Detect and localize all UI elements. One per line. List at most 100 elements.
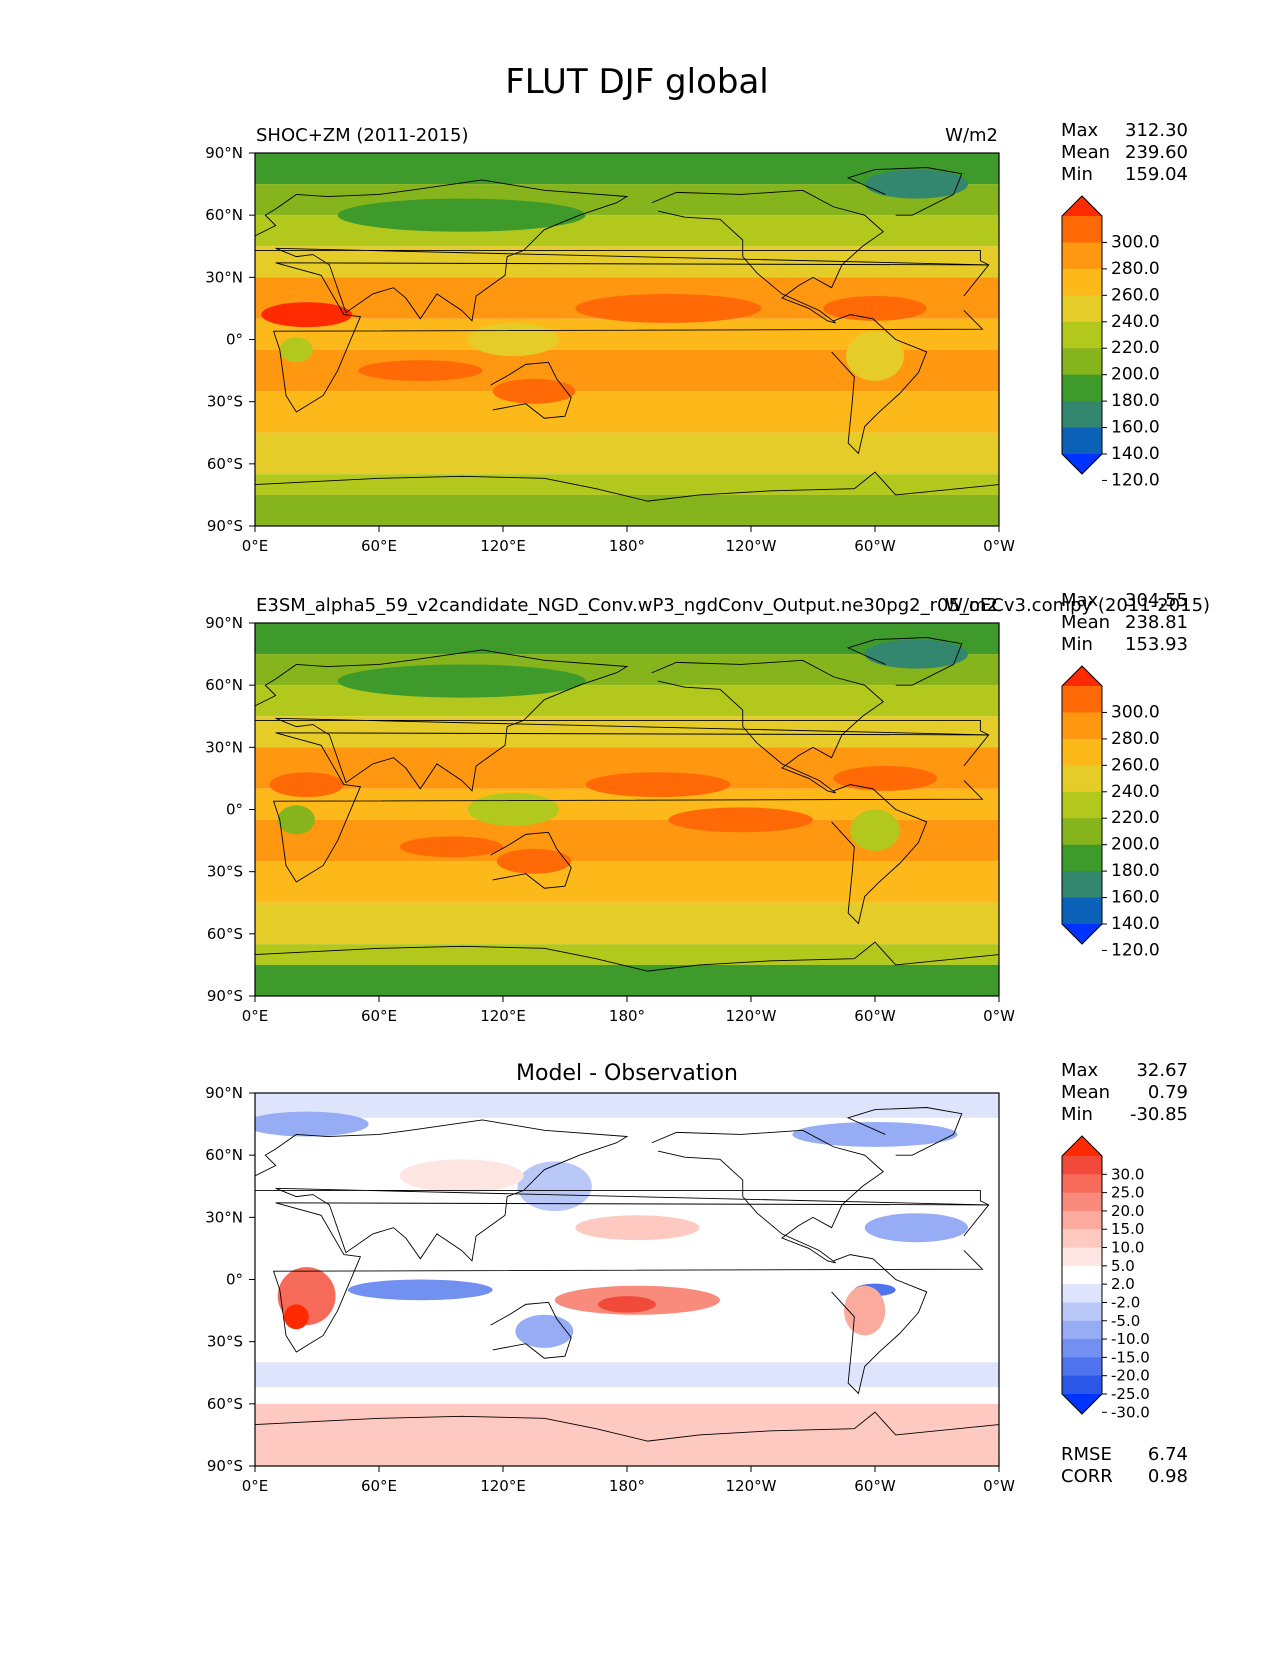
panel-3-mean-label: Mean (1061, 1082, 1110, 1103)
colorbar-segment (1062, 897, 1102, 925)
coastlines (255, 167, 999, 502)
x-tick-label: 0°W (983, 1477, 1015, 1495)
corr-label: CORR (1061, 1466, 1113, 1487)
contour-band (255, 964, 999, 996)
panel-3-plot (255, 1093, 999, 1466)
panel-3-metrics: RMSE 6.74 CORR 0.98 (1061, 1444, 1188, 1487)
contour-region (492, 378, 576, 404)
colorbar-tick-label: -2.0 (1111, 1293, 1140, 1311)
colorbar-segment (1062, 1174, 1102, 1194)
colorbar-tick-label: 200.0 (1111, 835, 1160, 855)
contour-region (496, 848, 572, 874)
contour-region (277, 805, 315, 835)
panel-2-stats: Max 304.55 Mean 238.81 Min 153.93 (1061, 590, 1188, 655)
contour-band (255, 432, 999, 475)
x-tick-label: 60°E (361, 1007, 397, 1025)
panel-1-plot (255, 153, 999, 526)
contour-region (261, 302, 353, 328)
colorbar-segment (1062, 871, 1102, 899)
contour-band (255, 494, 999, 526)
x-tick-label: 60°W (854, 537, 896, 555)
y-tick-label: 90°N (205, 144, 243, 162)
colorbar-tick-label: 140.0 (1111, 444, 1160, 464)
contour-region (850, 809, 900, 851)
contour-region (792, 1122, 958, 1147)
panel-1: SHOC+ZM (2011-2015) W/m2 0°E 60°E 120°E 180… (205, 120, 1188, 555)
contour-region (823, 295, 927, 321)
contour-band (255, 861, 999, 903)
panel-1-colorbar: 300.0 280.0 260.0 240.0 220.0 200.0 180.0 160.0… (1061, 195, 1160, 490)
contour-region (585, 772, 731, 798)
colorbar-segment (1062, 1229, 1102, 1249)
contour-band (255, 1403, 999, 1429)
colorbar-segment (1062, 401, 1102, 429)
contour-band (255, 1387, 999, 1404)
colorbar-tick-label: 260.0 (1111, 755, 1160, 775)
colorbar-tick-label: 30.0 (1111, 1165, 1144, 1183)
x-tick-label: 120°E (480, 537, 526, 555)
x-tick-label: 0°E (242, 537, 269, 555)
colorbar-segment (1062, 268, 1102, 296)
y-tick-label: 90°N (205, 1084, 243, 1102)
y-tick-label: 90°S (207, 1457, 243, 1475)
y-tick-label: 30°N (205, 738, 243, 756)
contour-region (864, 1213, 968, 1243)
panel-3-stats: Max 32.67 Mean 0.79 Min -30.85 (1061, 1060, 1188, 1125)
colorbar-tick-label: 10.0 (1111, 1239, 1144, 1257)
colorbar-tick-label: 260.0 (1111, 285, 1160, 305)
panel-2: E3SM_alpha5_59_v2candidate_NGD_Conv.wP3_… (205, 590, 1210, 1025)
x-tick-label: 180° (609, 1007, 645, 1025)
colorbar-segment (1062, 686, 1102, 713)
x-tick-label: 60°E (361, 1477, 397, 1495)
x-tick-label: 0°E (242, 1007, 269, 1025)
contour-band (255, 1428, 999, 1466)
colorbar-segment (1062, 1339, 1102, 1358)
colorbar-segment (1062, 321, 1102, 349)
contour-region (255, 1111, 369, 1137)
contour-region (668, 807, 814, 833)
colorbar-segment (1062, 1265, 1102, 1285)
colorbar-segment (1062, 374, 1102, 402)
coastlines (255, 1107, 999, 1442)
colorbar-tick-label: 25.0 (1111, 1184, 1144, 1202)
panel-1-mean: 239.60 (1125, 142, 1188, 163)
colorbar-tick-label: 220.0 (1111, 808, 1160, 828)
contour-region (833, 765, 937, 791)
y-tick-label: 60°N (205, 206, 243, 224)
panel-2-max: 304.55 (1125, 590, 1188, 611)
panel-3-max: 32.67 (1136, 1060, 1188, 1081)
y-tick-label: 60°N (205, 676, 243, 694)
contour-band (255, 474, 999, 495)
contour-region (283, 1304, 309, 1330)
y-tick-label: 30°N (205, 1208, 243, 1226)
panel-2-mean: 238.81 (1125, 612, 1188, 633)
colorbar-extend-min (1062, 454, 1102, 474)
panel-3-min: -30.85 (1130, 1104, 1188, 1125)
colorbar-segment (1062, 216, 1102, 243)
colorbar-segment (1062, 1210, 1102, 1230)
colorbar-tick-label: 140.0 (1111, 914, 1160, 934)
contour-band (255, 1093, 999, 1118)
colorbar-tick-label: -5.0 (1111, 1312, 1140, 1330)
rmse-value: 6.74 (1148, 1444, 1188, 1465)
panel-1-min: 159.04 (1125, 164, 1188, 185)
x-tick-label: 0°W (983, 537, 1015, 555)
x-tick-label: 60°E (361, 537, 397, 555)
x-tick-label: 180° (609, 537, 645, 555)
x-tick-label: 120°E (480, 1477, 526, 1495)
panel-3-max-label: Max (1061, 1060, 1099, 1081)
colorbar-tick-label: 240.0 (1111, 312, 1160, 332)
y-tick-label: 0° (226, 331, 243, 349)
x-tick-label: 120°W (726, 1477, 777, 1495)
x-tick-label: 0°W (983, 1007, 1015, 1025)
y-tick-label: 30°N (205, 268, 243, 286)
panel-3: Model - Observation 0°E 60°E 120°E 180° 120°… (205, 1060, 1188, 1495)
y-tick-label: 30°S (207, 863, 243, 881)
colorbar-segment (1062, 295, 1102, 323)
corr-value: 0.98 (1148, 1466, 1188, 1487)
colorbar-segment (1062, 791, 1102, 819)
panel-3-min-label: Min (1061, 1104, 1093, 1125)
colorbar-segment (1062, 818, 1102, 846)
contour-region (575, 1215, 700, 1241)
